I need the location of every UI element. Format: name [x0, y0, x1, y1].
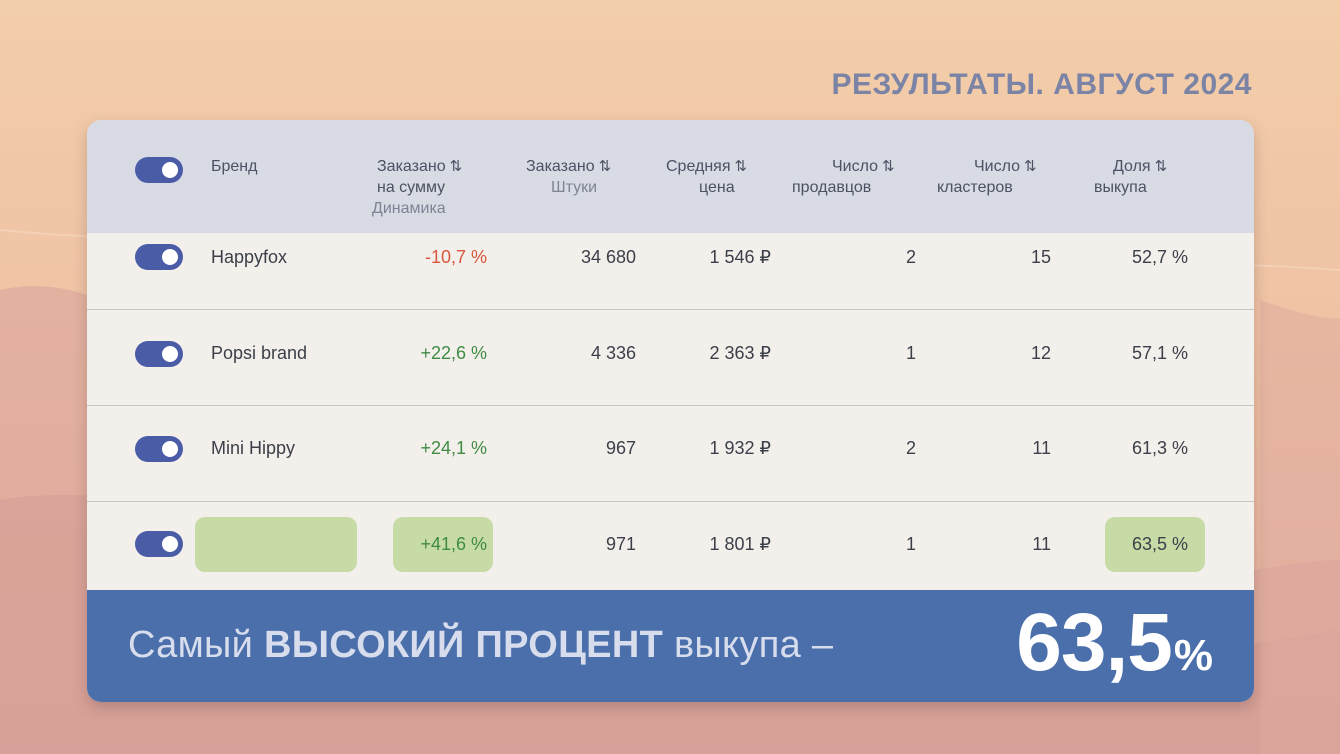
dynamics-value: -10,7 % [424, 247, 487, 267]
sort-icon[interactable]: ⇅ [734, 158, 748, 175]
summary-banner: Самый ВЫСОКИЙ ПРОЦЕНТ выкупа – 63,5% [87, 590, 1254, 702]
brand-name: Mini Hippy [211, 438, 296, 458]
sellers-value: 1 [905, 534, 916, 554]
brand-name: Happyfox [211, 247, 288, 267]
table-row[interactable]: Mini Hippy +24,1 % 967 1 932 ₽ 2 11 61,3… [87, 406, 1254, 502]
qty-value: 34 680 [580, 247, 636, 267]
sort-icon[interactable]: ⇅ [449, 158, 463, 175]
header-ordered-qty[interactable]: Заказано ⇅ Штуки [526, 158, 612, 196]
clusters-value: 11 [1032, 438, 1051, 458]
sellers-value: 1 [905, 343, 916, 363]
price-value: 1 801 ₽ [709, 534, 772, 554]
table-row[interactable]: Popsi brand +22,6 % 4 336 2 363 ₽ 1 12 5… [87, 310, 1254, 406]
dynamics-value: +41,6 % [420, 534, 487, 554]
results-table-card: Бренд Заказано ⇅ на сумму Динамика Заказа… [87, 120, 1254, 702]
brand-name-highlight [195, 517, 357, 572]
header-sellers-count[interactable]: Число ⇅ продавцов [792, 158, 895, 196]
buyout-value: 63,5 % [1131, 534, 1188, 554]
sort-icon[interactable]: ⇅ [882, 158, 895, 175]
table-header: Бренд Заказано ⇅ на сумму Динамика Заказа… [87, 120, 1254, 233]
sellers-value: 2 [905, 438, 916, 458]
header-clusters-count[interactable]: Число ⇅ кластеров [937, 158, 1037, 196]
price-value: 1 546 ₽ [709, 247, 772, 267]
row-toggle[interactable] [135, 531, 183, 557]
row-toggle[interactable] [135, 341, 183, 367]
dynamics-highlight [393, 517, 493, 572]
sort-icon[interactable]: ⇅ [1154, 158, 1168, 175]
clusters-value: 12 [1030, 343, 1051, 363]
header-ordered-sum[interactable]: Заказано ⇅ на сумму Динамика [372, 158, 463, 217]
table-row[interactable]: Happyfox -10,7 % 34 680 1 546 ₽ 2 15 52,… [87, 233, 1254, 310]
buyout-value: 61,3 % [1131, 438, 1188, 458]
dynamics-value: +24,1 % [420, 438, 487, 458]
summary-text: Самый ВЫСОКИЙ ПРОЦЕНТ выкупа – [128, 624, 834, 666]
buyout-value: 57,1 % [1131, 343, 1188, 363]
header-avg-price[interactable]: Средняя ⇅ цена [666, 158, 748, 196]
page-title: РЕЗУЛЬТАТЫ. АВГУСТ 2024 [831, 68, 1252, 101]
summary-value: 63,5% [1016, 597, 1213, 688]
price-value: 1 932 ₽ [709, 438, 772, 458]
brand-name: Popsi brand [211, 343, 308, 363]
select-all-toggle[interactable] [135, 157, 183, 183]
qty-value: 967 [605, 438, 636, 458]
buyout-value: 52,7 % [1131, 247, 1188, 267]
dynamics-value: +22,6 % [420, 343, 487, 363]
row-toggle[interactable] [135, 436, 183, 462]
row-toggle[interactable] [135, 244, 183, 270]
clusters-value: 15 [1030, 247, 1051, 267]
table-row-highlighted[interactable]: +41,6 % 971 1 801 ₽ 1 11 63,5 % [87, 502, 1254, 590]
clusters-value: 11 [1032, 534, 1051, 554]
sort-icon[interactable]: ⇅ [1024, 158, 1037, 175]
buyout-highlight [1105, 517, 1205, 572]
header-brand[interactable]: Бренд [211, 158, 258, 175]
sort-icon[interactable]: ⇅ [598, 158, 612, 175]
qty-value: 4 336 [590, 343, 636, 363]
sellers-value: 2 [905, 247, 916, 267]
qty-value: 971 [605, 534, 636, 554]
header-buyout-share[interactable]: Доля ⇅ выкупа [1094, 158, 1168, 196]
price-value: 2 363 ₽ [709, 343, 772, 363]
